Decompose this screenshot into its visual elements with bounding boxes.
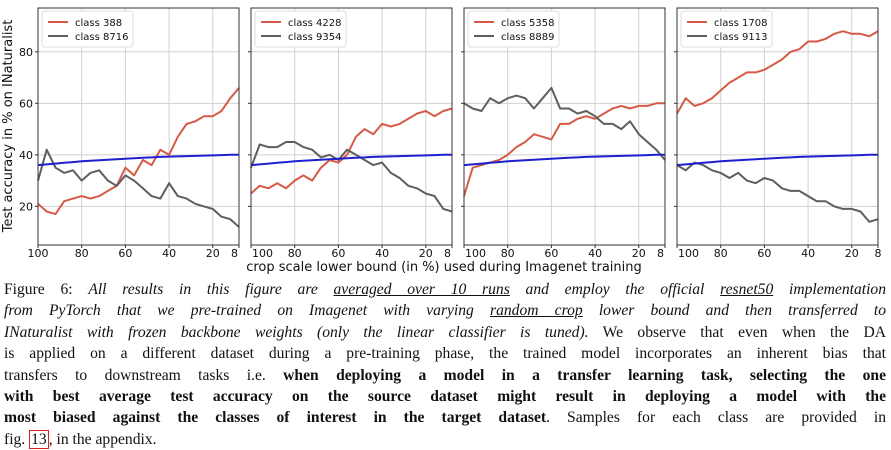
- x-tick-label: 40: [588, 247, 602, 260]
- x-tick-label: 60: [118, 247, 132, 260]
- caption-text: is applied on a different dataset during…: [4, 345, 886, 363]
- caption-text: We observe that even when the DA: [588, 323, 886, 341]
- x-tick-label: 40: [162, 247, 176, 260]
- y-tick-label: 80: [19, 46, 33, 59]
- legend-box: [41, 10, 134, 48]
- caption-bold: when deploying a model in a transfer lea…: [283, 366, 886, 384]
- caption-bold: with best average test accuracy on the s…: [4, 387, 886, 405]
- legend-box: [467, 10, 560, 48]
- legend-label: class 9354: [288, 32, 341, 43]
- series-line-class-4228: [250, 107, 453, 195]
- legend-label: class 9113: [714, 32, 767, 43]
- legend-box: [254, 10, 347, 48]
- x-tick-label: 100: [465, 247, 486, 260]
- x-tick-label: 8: [875, 247, 882, 260]
- x-tick-label: 100: [678, 247, 699, 260]
- series-line-average: [463, 153, 665, 167]
- caption-line: with best average test accuracy on the s…: [4, 386, 886, 407]
- caption-line: most biased against the classes of inter…: [4, 407, 886, 428]
- legend-label: class 8889: [501, 32, 554, 43]
- figure-charts: Test accuracy in % on INaturalist crop s…: [1, 7, 882, 275]
- caption-text: . Samples for each class are provided in: [546, 409, 886, 427]
- x-tick-label: 20: [632, 247, 646, 260]
- figure-reference-link[interactable]: 13: [29, 429, 49, 449]
- series-line-class-8716: [37, 148, 240, 228]
- chart-panel-4: 100 80 60 40 20 8 class 1708 class 9113: [674, 7, 882, 260]
- y-axis-label: Test accuracy in % on INaturalist: [1, 20, 16, 234]
- figure-number: Figure 6:: [4, 281, 89, 298]
- plot-frame: [676, 7, 879, 246]
- legend: class 4228 class 9354: [254, 10, 347, 48]
- caption-text: lower bound and then transferred to: [582, 302, 886, 320]
- plot-frame: [37, 7, 240, 246]
- x-tick-label: 60: [331, 247, 345, 260]
- x-axis-label: crop scale lower bound (in %) used durin…: [246, 260, 642, 275]
- legend: class 388 class 8716: [41, 10, 134, 48]
- x-tick-label: 8: [444, 247, 451, 260]
- caption-text: All results in this figure are: [88, 281, 334, 298]
- x-tick-label: 80: [714, 247, 728, 260]
- caption-line: from PyTorch that we pre-trained on Imag…: [4, 300, 886, 321]
- x-tick-label: 80: [75, 247, 89, 260]
- x-tick-label: 8: [231, 247, 238, 260]
- caption-underlined: averaged over 10 runs: [333, 281, 510, 298]
- caption-underlined: random crop: [490, 302, 583, 320]
- caption-text: implementation: [773, 281, 886, 298]
- x-tick-label: 60: [544, 247, 558, 260]
- series-line-class-388: [37, 87, 240, 216]
- x-tick-label: 80: [501, 247, 515, 260]
- figure-caption: Figure 6: All results in this figure are…: [4, 279, 886, 450]
- legend-box: [680, 10, 773, 48]
- caption-underlined: resnet50: [720, 281, 774, 298]
- caption-line: fig. 13, in the appendix.: [4, 429, 886, 450]
- y-tick-label: 40: [19, 149, 33, 162]
- x-tick-label: 60: [757, 247, 771, 260]
- x-tick-label: 40: [375, 247, 389, 260]
- caption-bold: most biased against the classes of inter…: [4, 409, 547, 427]
- caption-text: transfers to downstream tasks i.e.: [4, 366, 284, 384]
- caption-line: INaturalist with frozen backbone weights…: [4, 322, 886, 343]
- legend: class 1708 class 9113: [680, 10, 773, 48]
- legend-label: class 5358: [501, 18, 554, 29]
- series-line-class-5358: [463, 102, 665, 197]
- caption-text: INaturalist with frozen backbone weights…: [4, 323, 589, 341]
- legend-label: class 8716: [75, 32, 128, 43]
- series-line-class-1708: [676, 30, 879, 115]
- caption-text: fig.: [4, 430, 30, 448]
- caption-text: , in the appendix.: [48, 430, 157, 448]
- x-tick-label: 8: [657, 247, 664, 260]
- x-tick-label: 80: [288, 247, 302, 260]
- series-line-average: [676, 153, 878, 167]
- series-line-class-8889: [463, 86, 666, 161]
- legend-label: class 388: [75, 18, 122, 29]
- x-tick-label: 20: [419, 247, 433, 260]
- caption-text: and employ the official: [509, 281, 721, 298]
- x-tick-label: 20: [845, 247, 859, 260]
- caption-line: transfers to downstream tasks i.e. when …: [4, 365, 886, 386]
- caption-line: is applied on a different dataset during…: [4, 343, 886, 364]
- chart-panel-3: 100 80 60 40 20 8 class 5358 class 8889: [461, 7, 666, 260]
- legend-label: class 4228: [288, 18, 341, 29]
- series-line-class-9354: [250, 141, 453, 213]
- x-tick-label: 20: [206, 247, 220, 260]
- y-tick-label: 20: [19, 200, 33, 213]
- x-tick-label: 40: [801, 247, 815, 260]
- series-line-average: [250, 153, 452, 167]
- legend-label: class 1708: [714, 18, 767, 29]
- chart-panel-1: 100 80 60 40 20 8 20 40 60 80 class 388 class 8716: [19, 7, 240, 260]
- plot-frame: [463, 7, 666, 246]
- caption-text: from PyTorch that we pre-trained on Imag…: [4, 302, 491, 320]
- y-tick-label: 60: [19, 97, 33, 110]
- caption-line: Figure 6: All results in this figure are…: [4, 279, 886, 300]
- x-tick-label: 100: [252, 247, 273, 260]
- legend: class 5358 class 8889: [467, 10, 560, 48]
- series-line-class-9113: [676, 161, 879, 223]
- x-tick-label: 100: [28, 247, 49, 260]
- series-line-average: [37, 153, 239, 167]
- plot-frame: [250, 7, 453, 246]
- chart-panel-2: 100 80 60 40 20 8 class 4228 class 9354: [248, 7, 453, 260]
